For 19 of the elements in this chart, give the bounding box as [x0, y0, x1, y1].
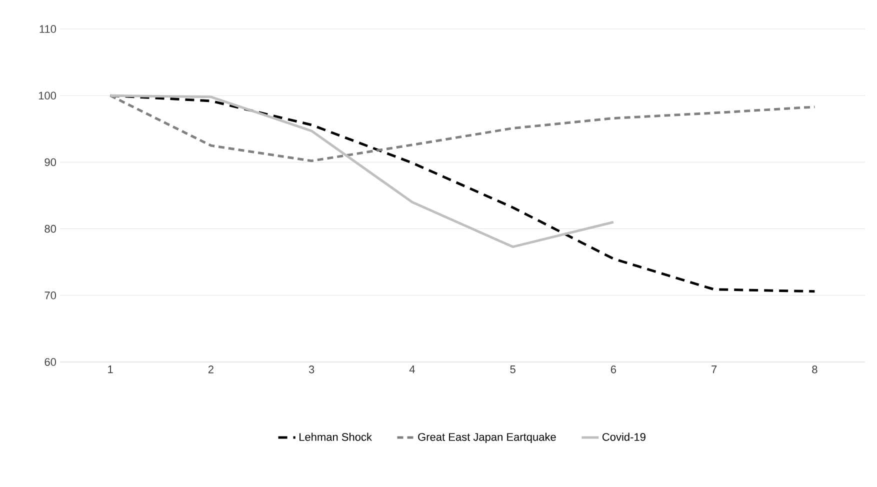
x-tick-label: 5 [510, 366, 516, 374]
x-tick-label: 7 [712, 366, 717, 374]
y-tick-label: 100 [38, 92, 56, 100]
legend-label: Great East Japan Eartquake [418, 432, 556, 444]
y-tick-label: 90 [44, 158, 56, 166]
line-series [109, 94, 816, 162]
x-tick-label: 8 [812, 366, 818, 374]
y-tick-label: 60 [44, 358, 56, 366]
legend-label: Lehman Shock [300, 432, 372, 441]
x-tick-label: 3 [308, 366, 314, 374]
x-tick-label: 2 [208, 366, 214, 374]
legend-label: Covid-19 [602, 432, 646, 441]
x-tick-label: 1 [108, 366, 113, 374]
line-series [109, 94, 615, 248]
y-tick-label: 110 [40, 25, 56, 33]
x-tick-label: 4 [409, 366, 415, 374]
y-tick-label: 70 [44, 292, 56, 300]
y-tick-label: 80 [44, 224, 56, 233]
x-tick-label: 6 [610, 366, 616, 374]
